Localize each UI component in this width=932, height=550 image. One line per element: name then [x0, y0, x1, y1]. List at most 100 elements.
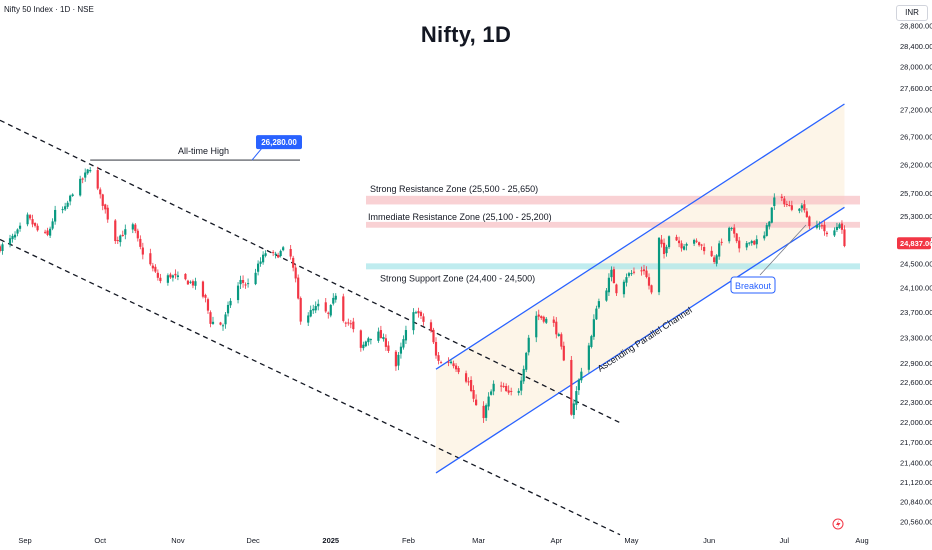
- candle: [838, 222, 841, 229]
- candle-body: [99, 189, 102, 195]
- candle-body: [575, 391, 578, 405]
- candle: [735, 232, 738, 244]
- candle: [818, 221, 821, 230]
- candle: [490, 389, 493, 396]
- trend-lines: [0, 103, 845, 536]
- candle: [464, 370, 468, 384]
- candle-body: [718, 243, 721, 257]
- candle: [309, 305, 312, 318]
- candle: [246, 278, 250, 288]
- candle-body: [399, 346, 403, 354]
- candle-body: [818, 225, 821, 227]
- candle: [26, 212, 29, 227]
- candle: [805, 208, 808, 219]
- candle: [487, 392, 490, 411]
- descending-channel-upper-line: [0, 119, 621, 424]
- candle-body: [487, 396, 490, 407]
- candle: [229, 298, 232, 309]
- candle-body: [437, 355, 440, 361]
- candle-body: [647, 277, 651, 286]
- candle-body: [572, 403, 575, 416]
- candle-body: [507, 390, 510, 393]
- candle-body: [364, 341, 367, 347]
- candle: [437, 351, 440, 365]
- candle-body: [119, 235, 122, 243]
- candle-body: [447, 361, 450, 363]
- candle-body: [382, 337, 385, 340]
- candle: [329, 304, 332, 318]
- candle: [452, 360, 455, 369]
- candle: [607, 273, 611, 296]
- currency-button[interactable]: INR: [896, 5, 928, 21]
- candle-body: [434, 342, 438, 356]
- candle-body: [189, 281, 192, 283]
- chart-title: Nifty, 1D: [420, 22, 512, 47]
- candle-body: [169, 274, 172, 278]
- candle-body: [607, 277, 611, 293]
- candle: [149, 248, 152, 266]
- y-tick-label: 22,000.00: [900, 418, 932, 427]
- candle: [51, 218, 54, 231]
- candle-body: [597, 301, 600, 308]
- candle-body: [454, 365, 458, 370]
- candle-body: [452, 363, 455, 367]
- candle-body: [703, 247, 706, 252]
- candle-body: [570, 359, 573, 415]
- candle: [226, 301, 230, 317]
- candle-body: [11, 235, 14, 240]
- candle-body: [1, 244, 4, 251]
- candle: [314, 301, 317, 314]
- candle-body: [432, 329, 435, 343]
- candle: [823, 220, 826, 236]
- candle-body: [557, 334, 560, 336]
- candle: [334, 293, 337, 303]
- x-tick-label: Feb: [402, 536, 415, 545]
- candle-body: [763, 235, 766, 239]
- candle-body: [720, 241, 723, 243]
- candle: [324, 298, 327, 313]
- candle: [211, 316, 215, 325]
- candle: [605, 288, 608, 302]
- candle-body: [417, 311, 420, 314]
- y-tick-label: 21,400.00: [900, 459, 932, 468]
- candle-body: [324, 302, 327, 312]
- candle: [0, 244, 2, 253]
- candle: [562, 341, 565, 362]
- candle: [843, 225, 846, 248]
- candles: [0, 166, 846, 423]
- candle-body: [367, 338, 370, 343]
- candle: [169, 272, 172, 280]
- symbol-label: Nifty 50 Index · 1D · NSE: [4, 5, 94, 14]
- candle-body: [104, 204, 107, 210]
- candle-body: [121, 234, 124, 236]
- candle-body: [682, 246, 686, 250]
- candle-body: [0, 246, 2, 252]
- candle: [151, 262, 154, 272]
- candle: [154, 264, 157, 273]
- candle: [289, 245, 292, 260]
- candle-body: [264, 253, 267, 256]
- candle-body: [517, 390, 520, 393]
- candle: [349, 319, 352, 329]
- candle: [89, 167, 92, 173]
- candle-body: [166, 275, 169, 283]
- candle-body: [28, 215, 32, 219]
- candle-body: [209, 312, 212, 324]
- candle-body: [404, 330, 408, 341]
- candle: [507, 385, 510, 395]
- x-axis: Sep Oct Nov Dec 2025 Feb Mar Apr May Jun Jul Aug: [18, 536, 868, 545]
- candle-body: [106, 207, 109, 220]
- candle-body: [820, 225, 824, 227]
- candle: [785, 200, 788, 207]
- candle: [545, 317, 548, 324]
- candle-body: [314, 306, 317, 311]
- candle: [422, 313, 425, 326]
- candle: [482, 401, 485, 423]
- candle: [820, 223, 824, 230]
- y-tick-label: 26,200.00: [900, 161, 932, 170]
- candle-body: [51, 221, 54, 229]
- candle-body: [525, 352, 528, 370]
- candle: [99, 187, 102, 199]
- candle-body: [825, 232, 829, 235]
